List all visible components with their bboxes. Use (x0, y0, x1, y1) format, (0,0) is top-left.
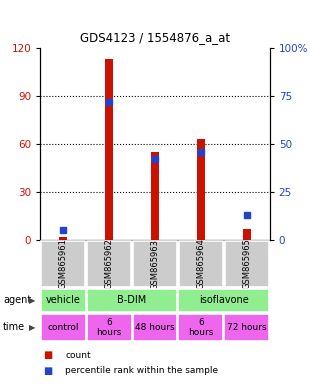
Bar (243, 229, 251, 240)
Bar (178, 289, 269, 312)
Bar (225, 241, 269, 287)
Text: ▶: ▶ (29, 323, 36, 332)
Bar (41, 314, 86, 341)
Text: isoflavone: isoflavone (199, 295, 249, 306)
Bar (133, 241, 177, 287)
Bar (178, 314, 224, 341)
Text: GSM865962: GSM865962 (104, 238, 114, 290)
Bar (105, 59, 113, 240)
Bar (41, 289, 86, 312)
Text: control: control (47, 323, 79, 332)
Text: ■: ■ (43, 366, 53, 376)
Text: 6
hours: 6 hours (188, 318, 214, 337)
Text: GSM865963: GSM865963 (150, 238, 160, 290)
Text: time: time (3, 322, 25, 333)
Bar (59, 237, 67, 240)
Text: ■: ■ (43, 350, 53, 360)
Text: vehicle: vehicle (46, 295, 81, 306)
Bar (151, 152, 159, 240)
Text: 48 hours: 48 hours (135, 323, 175, 332)
Bar (41, 241, 85, 287)
Bar (86, 289, 178, 312)
Text: percentile rank within the sample: percentile rank within the sample (65, 366, 218, 375)
Bar (197, 139, 205, 240)
Bar (179, 241, 223, 287)
Bar (224, 314, 269, 341)
Bar (132, 314, 178, 341)
Text: agent: agent (3, 295, 31, 306)
Text: 72 hours: 72 hours (227, 323, 267, 332)
Bar (87, 241, 131, 287)
Text: ▶: ▶ (29, 296, 36, 305)
Text: GSM865964: GSM865964 (196, 238, 206, 290)
Text: GDS4123 / 1554876_a_at: GDS4123 / 1554876_a_at (80, 31, 230, 44)
Text: B-DIM: B-DIM (117, 295, 147, 306)
Text: GSM865965: GSM865965 (242, 238, 251, 290)
Text: 6
hours: 6 hours (96, 318, 122, 337)
Bar (86, 314, 132, 341)
Text: count: count (65, 351, 91, 360)
Text: GSM865961: GSM865961 (59, 238, 68, 290)
